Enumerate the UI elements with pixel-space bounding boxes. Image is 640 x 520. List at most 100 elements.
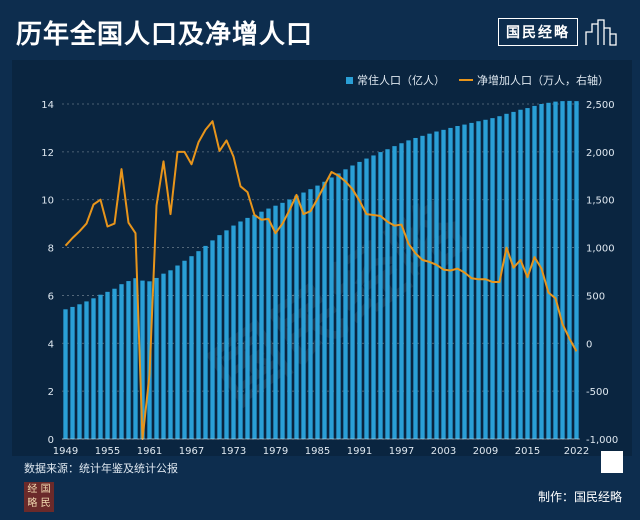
x-tick-label: 2015 xyxy=(515,446,540,457)
x-tick-label: 2009 xyxy=(473,446,498,457)
population-bar xyxy=(91,298,96,439)
x-tick-label: 1973 xyxy=(221,446,246,457)
population-bar xyxy=(301,192,306,439)
publisher-logo-icon: 经 国略 民 xyxy=(24,482,54,512)
population-bar xyxy=(553,101,558,439)
y-left-tick-label: 10 xyxy=(41,196,54,207)
population-bar xyxy=(462,124,467,439)
population-bar xyxy=(574,101,579,439)
x-tick-label: 1967 xyxy=(179,446,204,457)
population-bar xyxy=(126,281,131,439)
brand-logo: 国民经略 xyxy=(498,18,618,46)
population-bar xyxy=(525,108,530,439)
y-left-tick-label: 14 xyxy=(41,100,54,111)
population-bar xyxy=(133,278,138,439)
population-bar xyxy=(427,133,432,439)
population-bar xyxy=(329,177,334,440)
net-increase-line xyxy=(64,120,578,440)
population-bar xyxy=(98,294,103,439)
qr-code-icon xyxy=(601,451,623,473)
population-bar xyxy=(266,208,271,439)
y-right-tick-label: 500 xyxy=(586,291,605,302)
x-tick-label: 1997 xyxy=(389,446,414,457)
population-bar xyxy=(238,221,243,439)
population-bar xyxy=(280,202,285,439)
population-bar xyxy=(371,155,376,440)
population-bar xyxy=(84,301,89,439)
population-bar xyxy=(140,280,145,439)
x-tick-label: 1991 xyxy=(347,446,372,457)
population-bar xyxy=(336,173,341,439)
population-bar xyxy=(420,135,425,439)
population-bar xyxy=(448,127,453,439)
legend: 常住人口（亿人） 净增加人口（万人，右轴） xyxy=(346,72,609,88)
population-bar xyxy=(182,260,187,439)
legend-bars-label: 常住人口（亿人） xyxy=(357,74,445,87)
population-bar xyxy=(567,100,572,439)
y-left-tick-label: 4 xyxy=(48,339,54,350)
x-tick-label: 1955 xyxy=(95,446,120,457)
population-bar xyxy=(196,251,201,439)
population-bar xyxy=(469,122,474,440)
legend-bars: 常住人口（亿人） xyxy=(346,72,445,88)
population-bar xyxy=(119,284,124,439)
population-bar xyxy=(490,118,495,439)
y-left-tick-label: 12 xyxy=(41,148,54,159)
population-bar xyxy=(350,165,355,439)
population-bar xyxy=(413,137,418,439)
x-tick-label: 2022 xyxy=(564,446,589,457)
population-bar xyxy=(532,105,537,440)
x-tick-label: 2003 xyxy=(431,446,456,457)
y-right-tick-label: 1,000 xyxy=(586,244,615,255)
population-bar xyxy=(455,126,460,439)
x-tick-label: 1961 xyxy=(137,446,162,457)
y-right-tick-label: 2,000 xyxy=(586,148,615,159)
population-bar xyxy=(294,195,299,439)
population-bar xyxy=(343,169,348,439)
population-bar xyxy=(518,109,523,439)
y-right-tick-label: 1,500 xyxy=(586,196,615,207)
y-right-tick-label: -500 xyxy=(586,387,609,398)
population-bar xyxy=(63,309,68,439)
legend-line: 净增加人口（万人，右轴） xyxy=(459,72,609,88)
population-bar xyxy=(112,288,117,439)
population-bar xyxy=(217,235,222,439)
population-bar xyxy=(504,113,509,439)
population-bar xyxy=(357,161,362,439)
population-bar xyxy=(399,143,404,439)
population-bar xyxy=(273,205,278,439)
credit-text: 制作：国民经略 xyxy=(537,490,622,504)
y-right-tick-label: -1,000 xyxy=(586,435,618,446)
bar-swatch-icon xyxy=(346,76,353,84)
x-tick-label: 1949 xyxy=(53,446,78,457)
population-bar xyxy=(308,189,313,439)
population-bar xyxy=(231,225,236,439)
y-left-tick-label: 8 xyxy=(48,244,54,255)
population-bar xyxy=(315,185,320,439)
y-left-tick-label: 0 xyxy=(48,435,54,446)
population-bar xyxy=(385,149,390,439)
x-tick-label: 1985 xyxy=(305,446,330,457)
population-bar xyxy=(161,273,166,439)
population-bar xyxy=(511,111,516,440)
building-icon xyxy=(585,19,617,46)
population-bar xyxy=(546,102,551,439)
population-bar xyxy=(168,270,173,439)
population-bar xyxy=(203,245,208,439)
brand-name: 国民经略 xyxy=(498,18,578,46)
population-bar xyxy=(224,230,229,439)
population-bar xyxy=(77,304,82,439)
population-bar xyxy=(245,217,250,439)
population-bar xyxy=(189,256,194,439)
population-bar xyxy=(392,146,397,439)
population-bar xyxy=(378,152,383,439)
population-bar xyxy=(175,265,180,439)
page-title: 历年全国人口及净增人口 xyxy=(16,20,314,50)
y-left-tick-label: 6 xyxy=(48,291,54,302)
population-bar xyxy=(154,277,159,439)
y-right-tick-label: 2,500 xyxy=(586,100,615,111)
population-bar xyxy=(322,181,327,439)
y-right-tick-label: 0 xyxy=(586,339,592,350)
population-bar xyxy=(434,131,439,439)
